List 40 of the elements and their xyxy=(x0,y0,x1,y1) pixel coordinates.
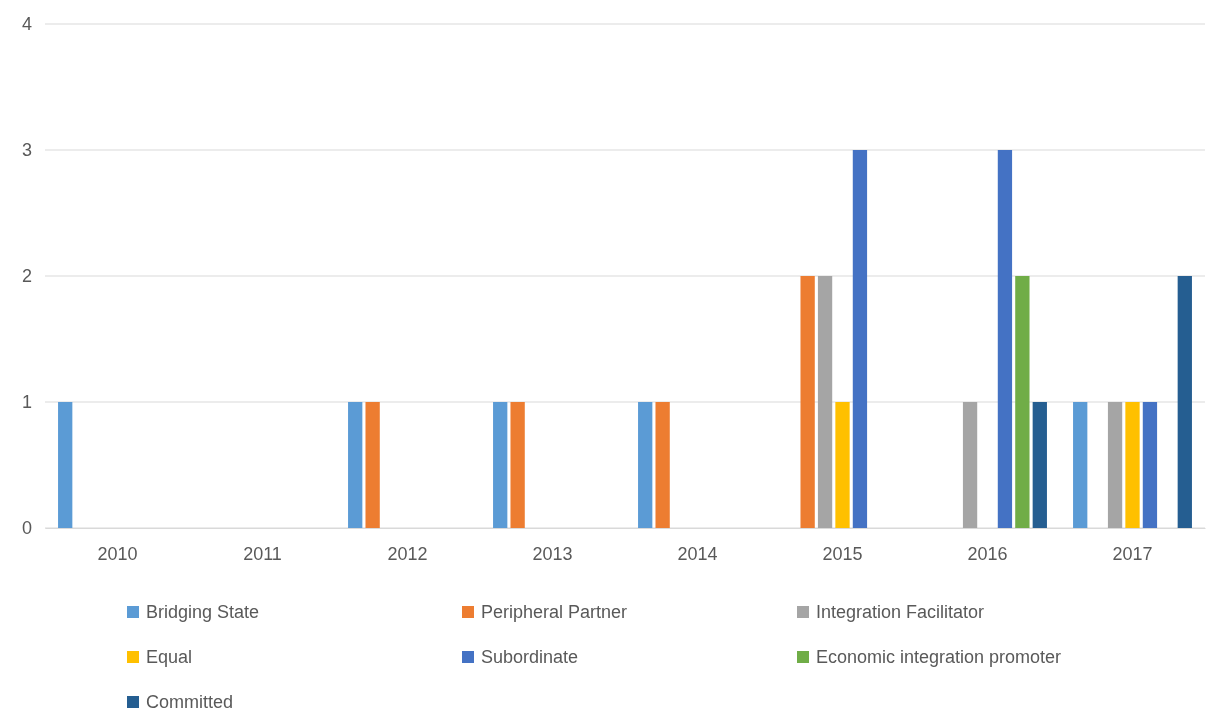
bar xyxy=(1142,402,1158,528)
y-tick-label: 2 xyxy=(21,266,32,287)
legend-label: Peripheral Partner xyxy=(481,602,628,623)
legend-label: Committed xyxy=(146,692,234,711)
x-tick-label: 2010 xyxy=(97,543,138,564)
bar xyxy=(835,402,850,528)
y-tick-label: 4 xyxy=(21,14,32,35)
bar xyxy=(638,402,653,528)
bar xyxy=(365,402,380,528)
bar xyxy=(962,402,978,528)
x-tick-label: 2017 xyxy=(1112,543,1153,564)
bar xyxy=(1032,402,1047,528)
bar xyxy=(997,150,1013,528)
bar xyxy=(1107,402,1123,528)
bar xyxy=(58,402,73,528)
bar xyxy=(817,276,833,528)
x-tick-label: 2016 xyxy=(967,543,1008,564)
legend-label: Equal xyxy=(146,647,193,668)
legend-label: Integration Facilitator xyxy=(816,602,985,623)
legend-label: Subordinate xyxy=(481,647,579,668)
y-tick-label: 3 xyxy=(21,140,32,161)
bar xyxy=(655,402,670,528)
bar xyxy=(800,276,815,528)
x-tick-label: 2012 xyxy=(387,543,428,564)
x-tick-label: 2015 xyxy=(822,543,863,564)
y-tick-label: 0 xyxy=(21,518,32,539)
bar xyxy=(1177,276,1192,528)
bar xyxy=(852,150,868,528)
bar xyxy=(1015,276,1030,528)
bar xyxy=(1073,402,1088,528)
y-tick-label: 1 xyxy=(21,392,32,413)
bar xyxy=(348,402,363,528)
bar xyxy=(510,402,525,528)
bar xyxy=(1125,402,1140,528)
legend-label: Bridging State xyxy=(146,602,260,623)
x-tick-label: 2013 xyxy=(532,543,573,564)
bar xyxy=(493,402,508,528)
x-tick-label: 2014 xyxy=(677,543,718,564)
x-tick-label: 2011 xyxy=(243,543,282,564)
legend-label: Economic integration promoter xyxy=(816,647,1062,668)
